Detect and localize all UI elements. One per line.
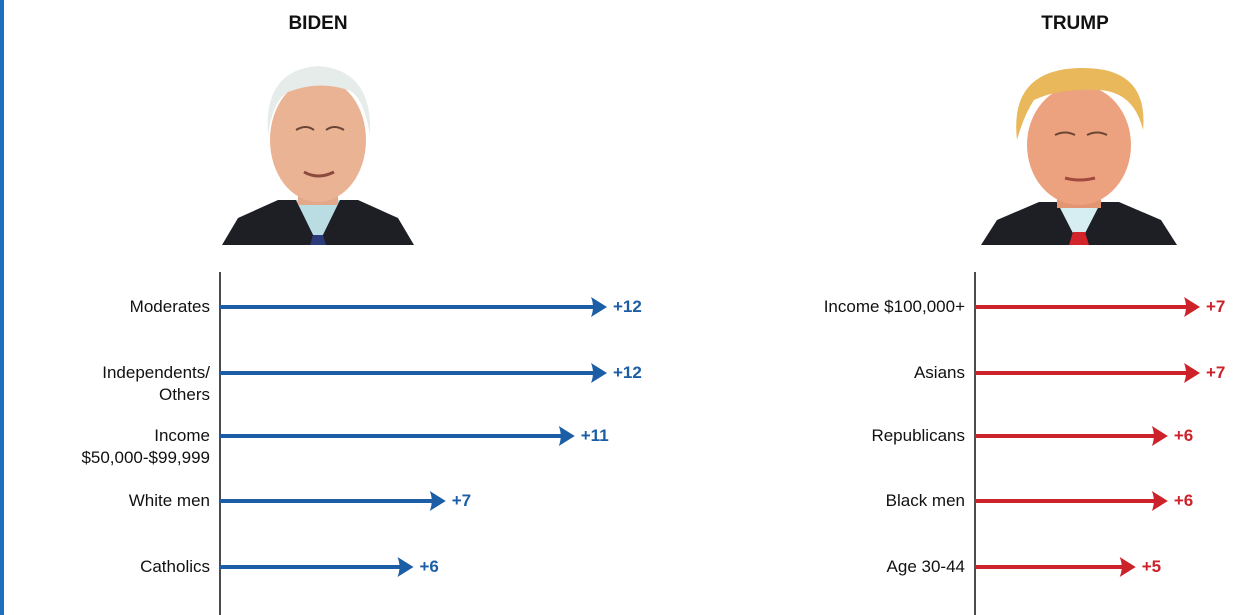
arrow-head [1184, 297, 1200, 317]
arrow-head [398, 557, 414, 577]
arrow-head [591, 297, 607, 317]
arrow-head [591, 363, 607, 383]
arrow-head [1152, 426, 1168, 446]
value-label: +12 [613, 296, 642, 318]
category-label: Asians [914, 362, 965, 384]
category-label: White men [129, 490, 210, 512]
arrow-head [1184, 363, 1200, 383]
trump-portrait [981, 68, 1177, 245]
category-label: Income $100,000+ [824, 296, 965, 318]
value-label: +7 [1206, 296, 1225, 318]
page: BIDEN Moderates +12 Independents/ Others +12… [0, 0, 1245, 615]
value-label: +6 [420, 556, 439, 578]
value-label: +7 [452, 490, 471, 512]
category-label: Moderates [130, 296, 210, 318]
panel-title: TRUMP [1041, 13, 1109, 35]
category-label: Catholics [140, 556, 210, 578]
value-label: +6 [1174, 425, 1193, 447]
value-label: +6 [1174, 490, 1193, 512]
category-label: Black men [886, 490, 965, 512]
arrow-head [1152, 491, 1168, 511]
value-label: +11 [581, 425, 609, 447]
category-label: Age 30-44 [887, 556, 965, 578]
value-label: +7 [1206, 362, 1225, 384]
arrow-head [430, 491, 446, 511]
value-label: +5 [1142, 556, 1161, 578]
category-label: Independents/ Others [102, 362, 210, 406]
biden-portrait [222, 66, 414, 245]
category-label: Republicans [871, 425, 965, 447]
arrow-head [559, 426, 575, 446]
panel-title: BIDEN [288, 13, 347, 35]
category-label: Income $50,000-$99,999 [81, 425, 210, 469]
arrow-head [1120, 557, 1136, 577]
value-label: +12 [613, 362, 642, 384]
